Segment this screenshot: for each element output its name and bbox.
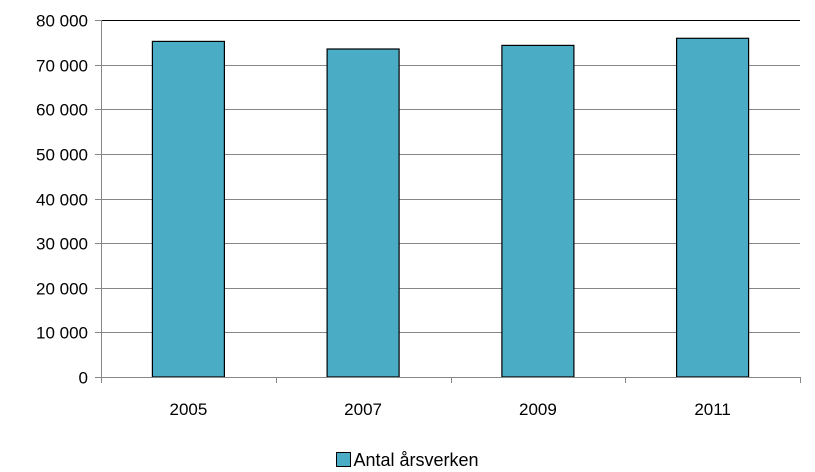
y-tick-label: 10 000 bbox=[36, 324, 88, 343]
y-tick-labels: 0 10 000 20 000 30 000 40 000 50 000 60 000 70 … bbox=[36, 12, 88, 388]
x-tick-label: 2009 bbox=[519, 400, 557, 419]
bar bbox=[151, 40, 225, 378]
y-tick-label: 60 000 bbox=[36, 101, 88, 120]
y-tick-label: 40 000 bbox=[36, 191, 88, 210]
bar bbox=[501, 44, 575, 378]
y-tick-label: 80 000 bbox=[36, 12, 88, 31]
legend-swatch bbox=[336, 452, 352, 467]
y-tick-label: 50 000 bbox=[36, 146, 88, 165]
y-tick-label: 0 bbox=[79, 369, 88, 388]
bar bbox=[326, 48, 400, 378]
legend: Antal årsverken bbox=[0, 448, 815, 472]
x-tick-label: 2007 bbox=[344, 400, 382, 419]
y-tick-label: 30 000 bbox=[36, 235, 88, 254]
x-tick-label: 2005 bbox=[169, 400, 207, 419]
axes bbox=[101, 20, 801, 383]
y-tick-label: 70 000 bbox=[36, 57, 88, 76]
bar bbox=[675, 37, 750, 378]
y-tick-label: 20 000 bbox=[36, 280, 88, 299]
bar-chart: 0 10 000 20 000 30 000 40 000 50 000 60 000 70 … bbox=[36, 12, 801, 419]
x-tick-label: 2011 bbox=[694, 400, 731, 419]
bars bbox=[151, 37, 750, 378]
legend-label: Antal årsverken bbox=[353, 450, 479, 470]
x-tick-labels: 2005 2007 2009 2011 bbox=[169, 400, 730, 419]
